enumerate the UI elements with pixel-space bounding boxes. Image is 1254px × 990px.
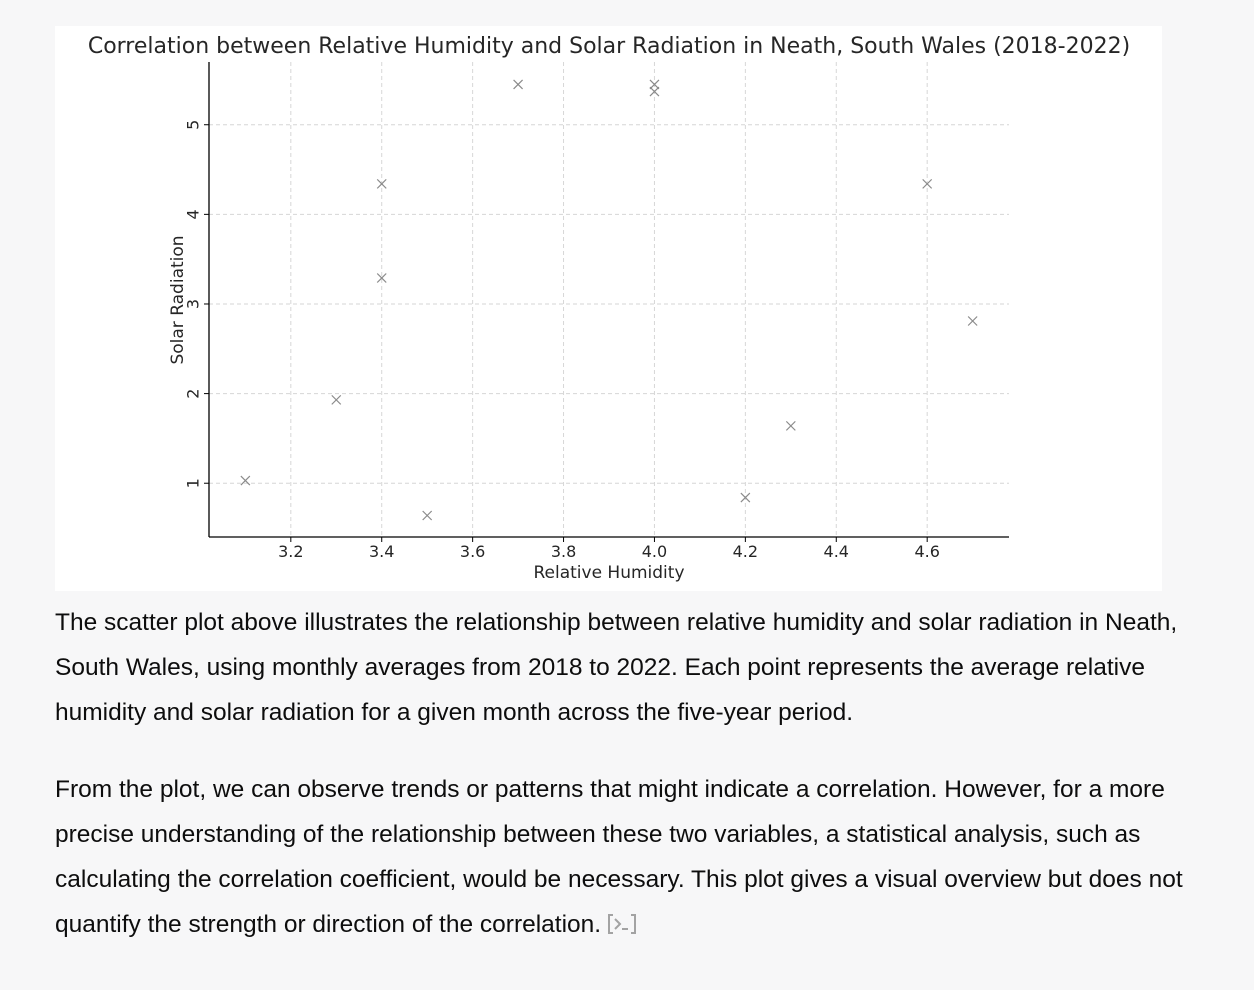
data-point — [422, 510, 433, 521]
data-point — [785, 420, 796, 431]
y-tick-label: 1 — [184, 478, 203, 488]
data-point — [376, 178, 387, 189]
response-paragraph-1: The scatter plot above illustrates the r… — [55, 609, 1178, 726]
data-point — [513, 79, 524, 90]
response-paragraph-2: From the plot, we can observe trends or … — [55, 767, 1195, 947]
data-point — [922, 178, 933, 189]
x-tick-label: 3.6 — [460, 542, 485, 561]
data-point — [376, 273, 387, 283]
x-tick-label: 4.0 — [642, 542, 667, 561]
data-point — [649, 86, 660, 97]
data-point — [649, 79, 660, 90]
scatter-chart: Correlation between Relative Humidity an… — [88, 34, 1130, 583]
data-point — [331, 394, 342, 405]
data-point — [967, 316, 978, 326]
x-tick-label: 3.2 — [278, 542, 303, 561]
x-tick-label: 4.6 — [914, 542, 939, 561]
axes — [208, 62, 1009, 538]
data-point — [740, 492, 751, 503]
x-tick-label: 4.2 — [733, 542, 758, 561]
y-tick-label: 4 — [184, 209, 203, 219]
x-axis-label: Relative Humidity — [533, 563, 684, 583]
x-tick-label: 3.4 — [369, 542, 394, 561]
y-tick-label: 3 — [184, 299, 203, 309]
code-interpreter-icon[interactable] — [607, 905, 637, 934]
assistant-response: The scatter plot above illustrates the r… — [55, 600, 1195, 979]
data-point — [240, 475, 251, 486]
y-tick-label: 5 — [184, 120, 203, 130]
y-axis-label: Solar Radiation — [168, 235, 188, 364]
response-paragraph-2-text: From the plot, we can observe trends or … — [55, 776, 1183, 938]
y-tick-label: 2 — [184, 389, 203, 399]
grid — [209, 62, 1009, 537]
data-points — [240, 79, 978, 521]
chart-image: Correlation between Relative Humidity an… — [55, 26, 1162, 591]
chart-title: Correlation between Relative Humidity an… — [88, 34, 1130, 59]
x-tick-label: 3.8 — [551, 542, 576, 561]
ticks: 3.2 3.4 3.6 3.8 4.0 4.2 4.4 4.6 1 2 3 4 5 — [184, 120, 940, 561]
x-tick-label: 4.4 — [824, 542, 849, 561]
